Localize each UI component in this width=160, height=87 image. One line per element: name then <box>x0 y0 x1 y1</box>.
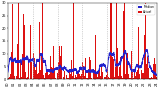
Legend: Median, Actual: Median, Actual <box>137 4 155 15</box>
